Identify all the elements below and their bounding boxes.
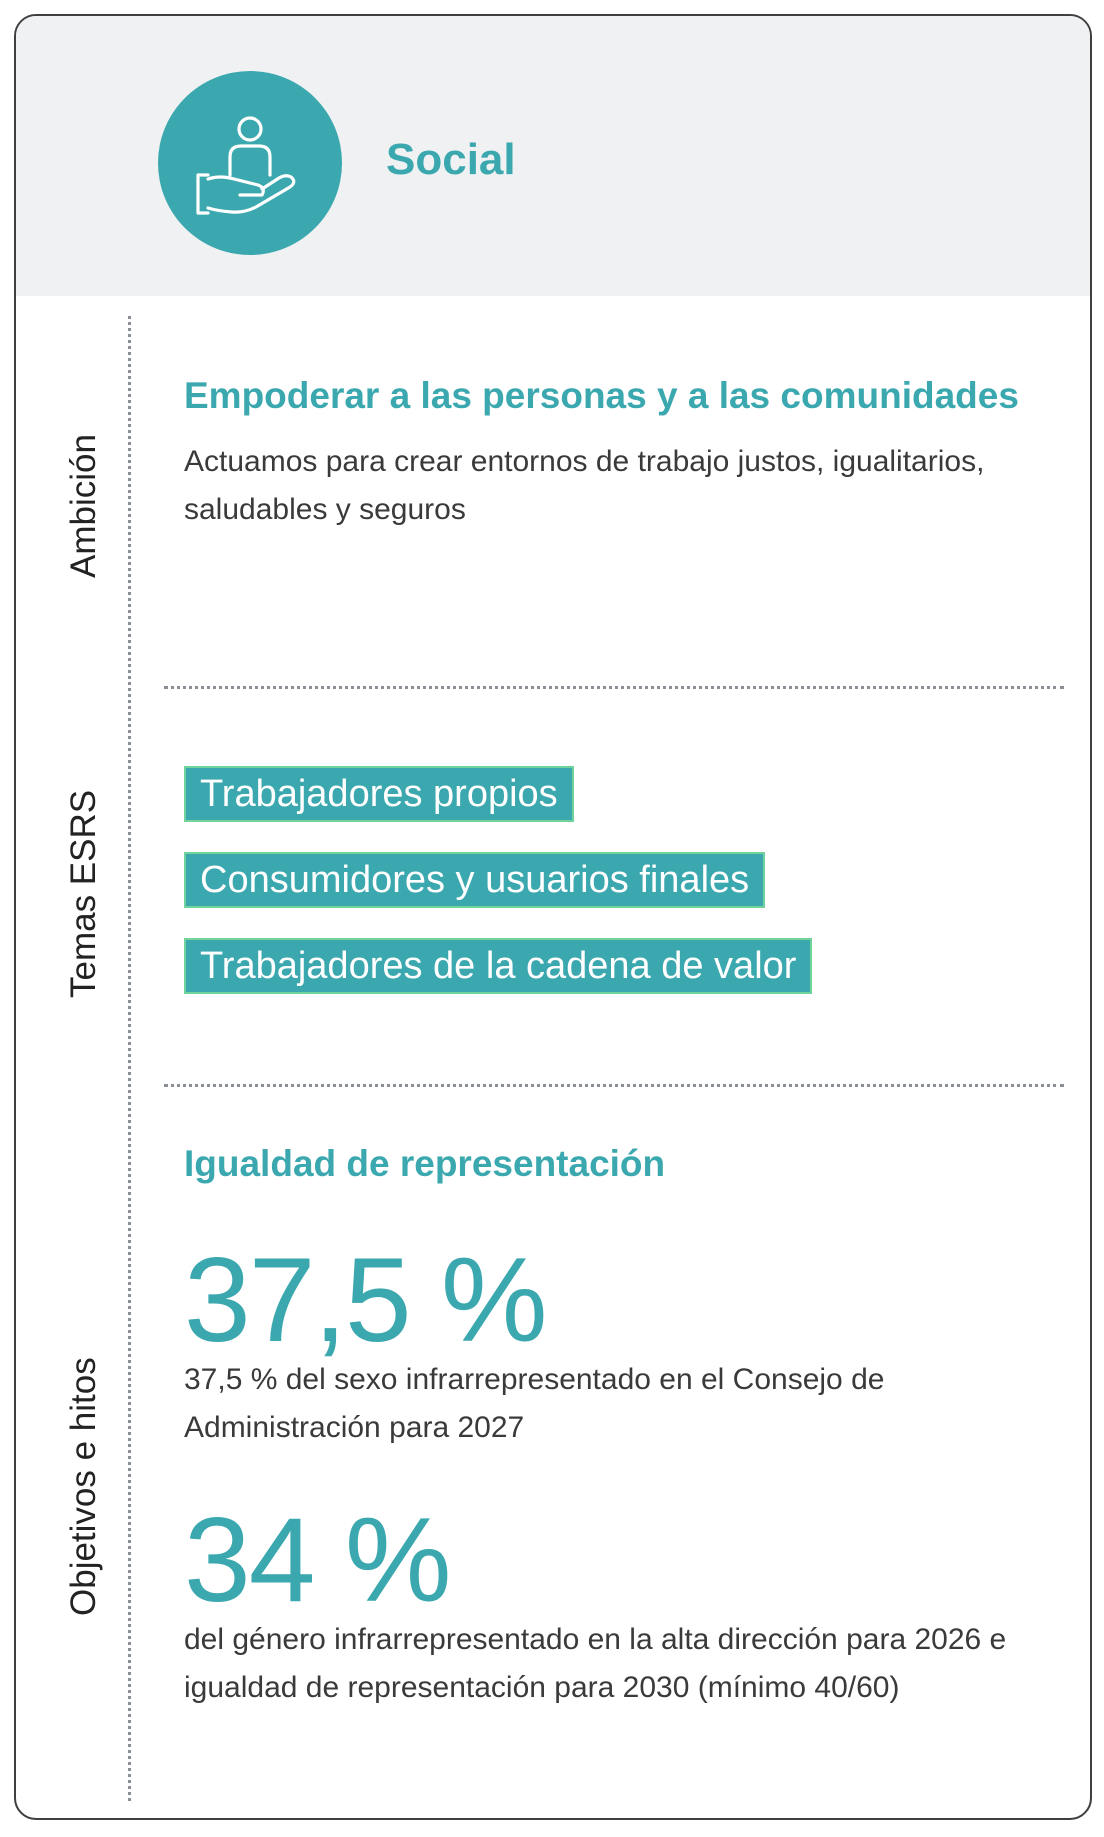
vertical-dotted-divider [128,316,131,1801]
metric-board-value: 37,5 % [184,1233,548,1367]
social-card: Social Ambición Empoderar a las personas… [14,14,1092,1820]
goals-title: Igualdad de representación [184,1143,666,1184]
topics-label: Temas ESRS [64,789,103,998]
metric-board-text: 37,5 % del sexo infrarrepresentado en el… [184,1363,885,1444]
ambition-text: Actuamos para crear entornos de trabajo … [184,445,985,526]
section-divider-1 [164,686,1064,689]
metric-management-value: 34 % [184,1493,452,1627]
section-divider-2 [164,1084,1064,1087]
tag-consumers: Consumidores y usuarios finales [184,852,766,908]
ambition-label: Ambición [64,434,103,578]
tag-value-chain-workers: Trabajadores de la cadena de valor [184,938,813,994]
header-title: Social [386,135,516,184]
metric-management-text: del género infrarrepresentado en la alta… [184,1623,1007,1704]
card-header: Social [16,16,1090,296]
goals-label: Objetivos e hitos [64,1357,103,1616]
ambition-title: Empoderar a las personas y a las comunid… [184,375,1019,416]
person-on-hand-icon [158,71,342,255]
tag-own-workers: Trabajadores propios [184,766,574,822]
